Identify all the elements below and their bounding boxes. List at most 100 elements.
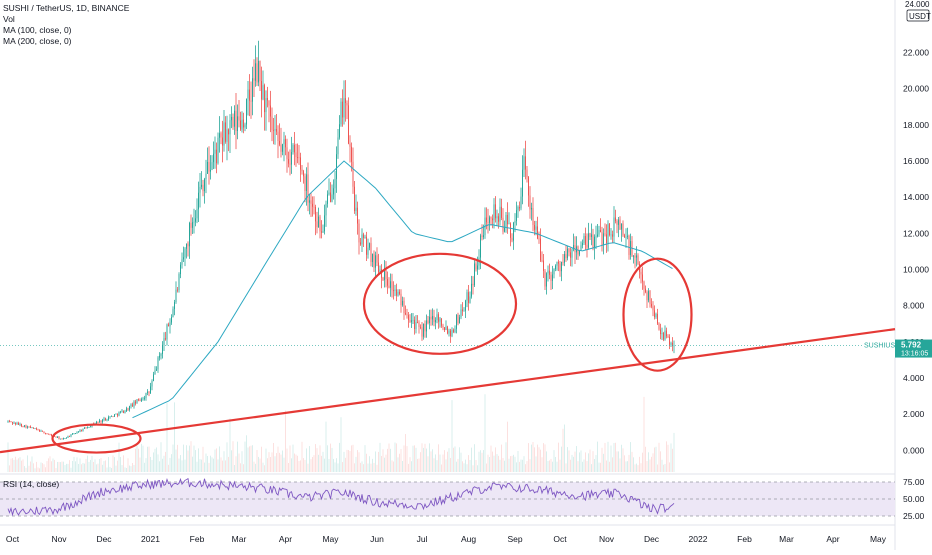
volume-bar [634,464,636,472]
volume-bar [76,457,78,472]
volume-bar [72,460,73,472]
volume-bar [369,456,370,472]
volume-bar [43,464,45,472]
volume-bar [546,451,547,472]
candle-body [315,206,316,222]
candle-body [369,243,370,248]
candle-body [609,223,610,235]
candle-body [513,222,514,241]
candle-body [643,281,645,289]
volume-bar [577,461,579,472]
candle-body [267,98,268,101]
volume-bar [67,463,69,472]
x-tick-label: Nov [599,534,615,544]
volume-bar [115,465,117,472]
volume-bar [141,443,142,472]
volume-bar [303,458,304,472]
volume-bar [510,456,511,472]
candle-body [37,429,39,431]
volume-bar [205,453,207,472]
candle-body [199,186,201,193]
candle-body [637,255,639,265]
volume-bar [579,452,580,472]
candle-body [480,235,481,258]
candle-body [109,416,111,418]
volume-bar [603,453,604,472]
volume-bar [553,450,555,472]
volume-bar [118,442,120,472]
volume-bar [307,463,309,472]
candle-body [300,157,301,170]
candle-body [547,270,549,274]
volume-bar [40,462,42,472]
candle-body [243,119,244,128]
volume-bar [84,463,85,472]
candle-body [375,255,376,268]
volume-bar [376,464,378,472]
candle-body [613,217,615,237]
candle-body [654,310,655,318]
candle-body [15,422,16,425]
candle-body [463,310,465,312]
volume-bar [291,458,292,472]
candle-body [448,330,450,334]
candle-body [184,248,186,258]
candle-body [490,217,492,219]
rsi-tick-label: 25.00 [903,511,925,521]
volume-bar [139,457,141,472]
candle-body [640,271,642,275]
candle-body [262,85,264,100]
volume-bar [154,448,156,472]
candle-body [354,186,355,211]
volume-bar [117,460,118,472]
candle-body [139,400,141,401]
candle-body [645,288,646,293]
volume-bar [427,456,429,472]
candle-body [672,342,673,346]
volume-bar [82,462,84,472]
candle-body [634,255,636,258]
candle-body [370,243,372,263]
candle-body [283,139,285,145]
candle-body [76,432,78,434]
volume-bar [523,456,525,472]
volume-bar [415,447,417,472]
volume-bar [87,455,88,472]
candle-body [60,438,61,440]
volume-bar [57,461,58,472]
candle-body [138,399,139,401]
candle-body [160,353,162,356]
volume-bar [244,441,246,472]
volume-bar [30,461,31,472]
volume-bar [544,444,546,472]
candle-body [382,277,384,281]
candle-body [658,323,660,330]
candle-body [328,192,330,195]
candle-body [88,427,90,428]
volume-bar [478,451,480,472]
candle-body [334,178,336,189]
volume-bar [256,449,258,472]
volume-bar [22,459,24,472]
candle-body [585,236,586,245]
volume-bar [643,396,645,472]
volume-bar [258,456,259,472]
volume-bar [336,458,337,472]
volume-bar [378,451,379,472]
candle-body [175,289,177,303]
volume-bar [607,441,609,472]
volume-bar [588,453,589,472]
volume-bar [612,457,613,472]
volume-bar [36,461,37,472]
candle-body [166,324,168,340]
candle-body [670,342,672,345]
candle-body [477,265,478,270]
volume-bar [504,460,505,472]
candle-body [468,292,469,303]
candle-body [67,436,69,438]
volume-bar [153,452,154,472]
candle-body [534,225,535,230]
x-tick-label: May [870,534,887,544]
